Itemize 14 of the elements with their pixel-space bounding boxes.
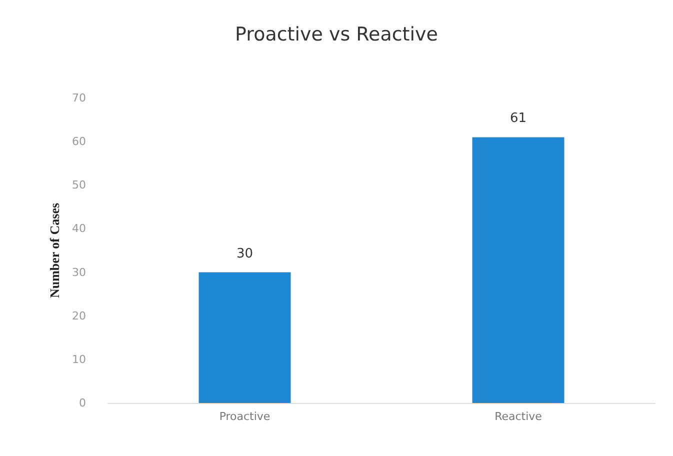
y-tick-label: 10: [72, 352, 86, 366]
y-tick-label: 50: [72, 178, 86, 192]
y-tick-label: 20: [72, 309, 86, 322]
data-label: 61: [510, 111, 527, 126]
y-tick-label: 0: [79, 396, 86, 410]
x-tick-label: Reactive: [494, 410, 542, 423]
data-label: 30: [236, 246, 254, 262]
x-tick-label: Proactive: [219, 410, 270, 423]
y-tick-label: 60: [72, 135, 86, 148]
y-tick-label: 30: [72, 266, 86, 279]
y-tick-label: 40: [72, 222, 86, 236]
y-tick-label: 70: [72, 92, 86, 104]
y-axis-title: Number of Cases: [47, 202, 62, 298]
chart-title: Proactive vs Reactive: [235, 24, 438, 46]
